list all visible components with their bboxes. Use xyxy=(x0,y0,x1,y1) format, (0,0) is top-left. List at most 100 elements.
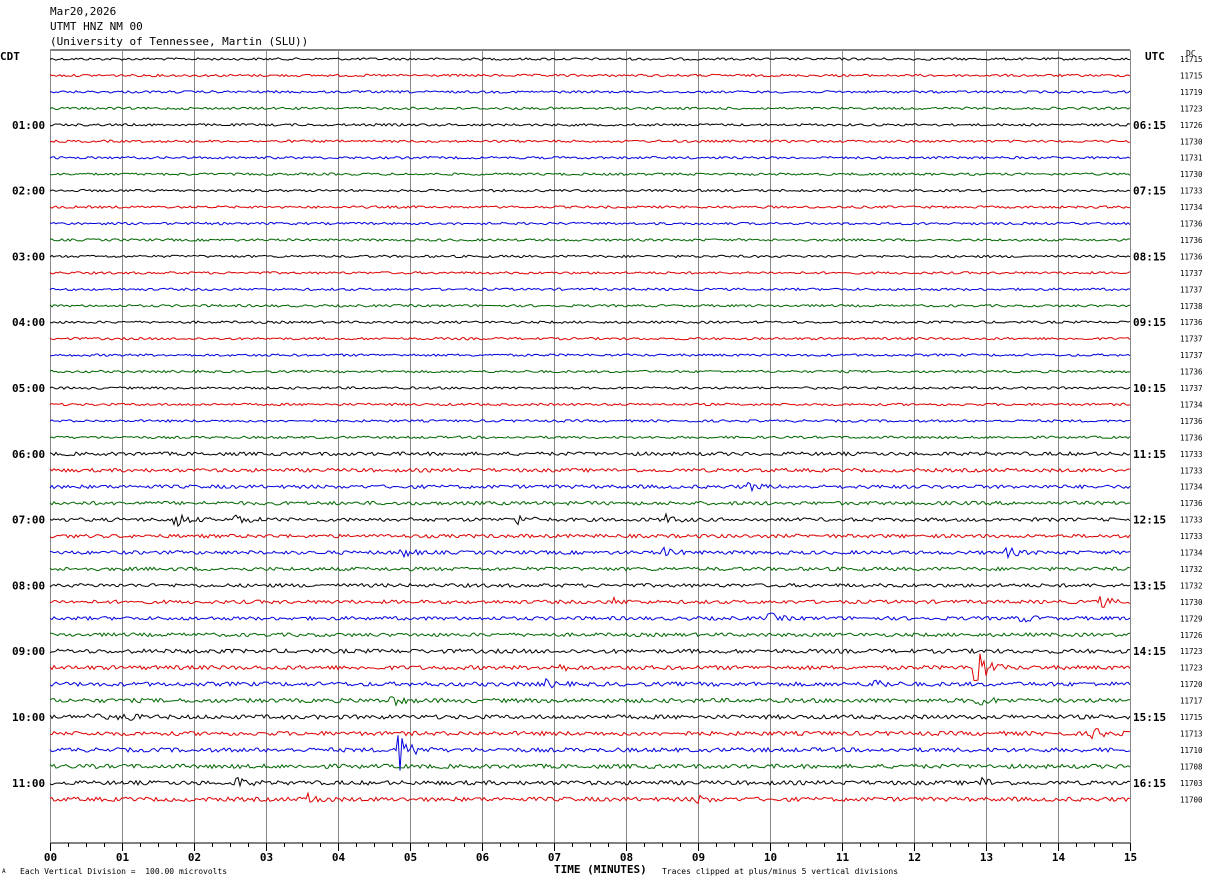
seismic-trace xyxy=(49,172,1131,177)
seismic-trace xyxy=(49,696,1131,707)
x-tick-label: 11 xyxy=(836,851,850,864)
dc-value: 11717 xyxy=(1180,697,1203,706)
seismic-trace xyxy=(49,369,1131,374)
x-tick-label: 12 xyxy=(908,851,921,864)
dc-value: 11720 xyxy=(1180,680,1203,689)
x-axis-title: TIME (MINUTES) xyxy=(554,863,647,876)
cdt-hour-label: 09:00 xyxy=(12,645,45,658)
dc-value: 11736 xyxy=(1180,220,1203,229)
seismic-trace xyxy=(49,728,1131,740)
seismic-trace xyxy=(49,647,1131,655)
dc-value: 11731 xyxy=(1180,154,1203,163)
seismic-trace xyxy=(49,402,1131,407)
minute-grid xyxy=(50,49,1131,851)
x-tick-label: 04 xyxy=(332,851,346,864)
seismic-trace xyxy=(49,500,1131,506)
dc-value: 11736 xyxy=(1180,236,1203,245)
dc-value: 11734 xyxy=(1180,203,1203,212)
seismic-trace xyxy=(49,467,1131,474)
seismic-trace xyxy=(49,653,1131,682)
seismic-trace xyxy=(49,188,1131,193)
dc-value: 11733 xyxy=(1180,516,1203,525)
x-tick-label: 08 xyxy=(620,851,633,864)
seismic-trace xyxy=(49,612,1131,623)
right-timezone-label: UTC xyxy=(1145,50,1165,63)
seismic-trace xyxy=(49,632,1131,638)
dc-value: 11738 xyxy=(1180,302,1203,311)
seismic-trace xyxy=(49,221,1131,226)
cdt-hour-label: 03:00 xyxy=(12,250,45,263)
dc-value: 11737 xyxy=(1180,285,1203,294)
seismic-trace xyxy=(49,254,1131,259)
dc-value: 11715 xyxy=(1180,71,1203,80)
seismic-trace xyxy=(49,386,1131,390)
dc-value: 11734 xyxy=(1180,483,1203,492)
x-tick-label: 07 xyxy=(548,851,561,864)
utc-hour-label: 09:15 xyxy=(1133,316,1166,329)
record-date: Mar20,2026 xyxy=(50,5,117,18)
left-timezone-label: CDT xyxy=(0,50,20,63)
utc-hour-label: 14:15 xyxy=(1133,645,1166,658)
x-tick-label: 09 xyxy=(692,851,705,864)
dc-value: 11703 xyxy=(1180,779,1203,788)
seismic-trace xyxy=(49,122,1131,127)
dc-value: 11732 xyxy=(1180,565,1203,574)
seismic-trace xyxy=(49,73,1131,78)
dc-value: 11723 xyxy=(1180,104,1203,113)
scale-note: Each Vertical Division = 100.00 microvol… xyxy=(20,867,228,876)
utc-hour-label: 08:15 xyxy=(1133,250,1166,263)
clip-note: Traces clipped at plus/minus 5 vertical … xyxy=(662,867,899,876)
seismic-trace xyxy=(49,270,1131,275)
seismic-trace xyxy=(49,435,1131,440)
cdt-hour-label: 02:00 xyxy=(12,185,45,198)
cdt-hour-label: 10:00 xyxy=(12,711,45,724)
seismic-trace xyxy=(49,481,1131,493)
seismic-trace xyxy=(49,566,1131,572)
cdt-hour-label: 07:00 xyxy=(12,514,45,527)
dc-value: 11736 xyxy=(1180,499,1203,508)
seismic-trace xyxy=(49,776,1131,788)
seismic-trace xyxy=(49,205,1131,209)
x-tick-label: 01 xyxy=(116,851,130,864)
station-institution: (University of Tennessee, Martin (SLU)) xyxy=(50,35,309,48)
cdt-hour-label: 11:00 xyxy=(12,777,45,790)
utc-hour-label: 11:15 xyxy=(1133,448,1166,461)
dc-value: 11733 xyxy=(1180,187,1203,196)
dc-value: 11736 xyxy=(1180,318,1203,327)
x-tick-label: 14 xyxy=(1052,851,1066,864)
seismic-trace xyxy=(49,791,1131,805)
x-tick-label: 10 xyxy=(764,851,777,864)
seismic-trace xyxy=(49,546,1131,560)
seismic-trace xyxy=(49,238,1131,242)
x-tick-label: 15 xyxy=(1124,851,1137,864)
utc-hour-label: 10:15 xyxy=(1133,382,1166,395)
x-tick-label: 13 xyxy=(980,851,993,864)
seismic-traces xyxy=(49,57,1131,805)
utc-hour-label: 06:15 xyxy=(1133,119,1166,132)
dc-value: 11723 xyxy=(1180,647,1203,656)
seismic-trace xyxy=(49,512,1131,528)
axis-labels: 00 01 02 03 04 05 06 07 08 09 10 11 12 13 14 15 11715 117… xyxy=(12,55,1203,864)
seismic-trace xyxy=(49,320,1131,325)
cdt-hour-label: 01:00 xyxy=(12,119,45,132)
dc-value: 11730 xyxy=(1180,170,1203,179)
dc-value: 11700 xyxy=(1180,795,1203,804)
dc-value: 11737 xyxy=(1180,269,1203,278)
dc-value: 11736 xyxy=(1180,368,1203,377)
cdt-hour-label: 08:00 xyxy=(12,579,45,592)
seismic-trace xyxy=(49,336,1131,341)
seismic-trace xyxy=(49,155,1131,160)
utc-hour-label: 12:15 xyxy=(1133,514,1166,527)
dc-value: 11733 xyxy=(1180,466,1203,475)
dc-value: 11726 xyxy=(1180,121,1203,130)
seismic-trace xyxy=(49,139,1131,144)
seismic-trace xyxy=(49,303,1131,308)
dc-value: 11708 xyxy=(1180,762,1203,771)
seismic-trace xyxy=(49,677,1131,689)
x-tick-label: 05 xyxy=(404,851,417,864)
seismic-trace xyxy=(49,595,1131,608)
dc-value: 11733 xyxy=(1180,450,1203,459)
seismic-trace xyxy=(49,451,1131,457)
dc-value: 11736 xyxy=(1180,252,1203,261)
